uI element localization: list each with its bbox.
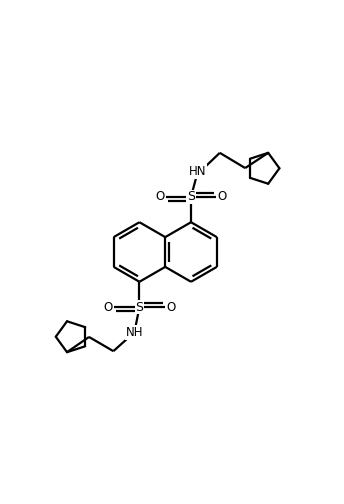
Text: O: O bbox=[166, 301, 175, 313]
Text: O: O bbox=[218, 191, 227, 203]
Text: S: S bbox=[136, 301, 143, 313]
Text: HN: HN bbox=[189, 165, 206, 178]
Text: NH: NH bbox=[126, 326, 143, 339]
Text: O: O bbox=[155, 191, 164, 203]
Text: O: O bbox=[103, 301, 112, 313]
Text: S: S bbox=[187, 191, 195, 203]
